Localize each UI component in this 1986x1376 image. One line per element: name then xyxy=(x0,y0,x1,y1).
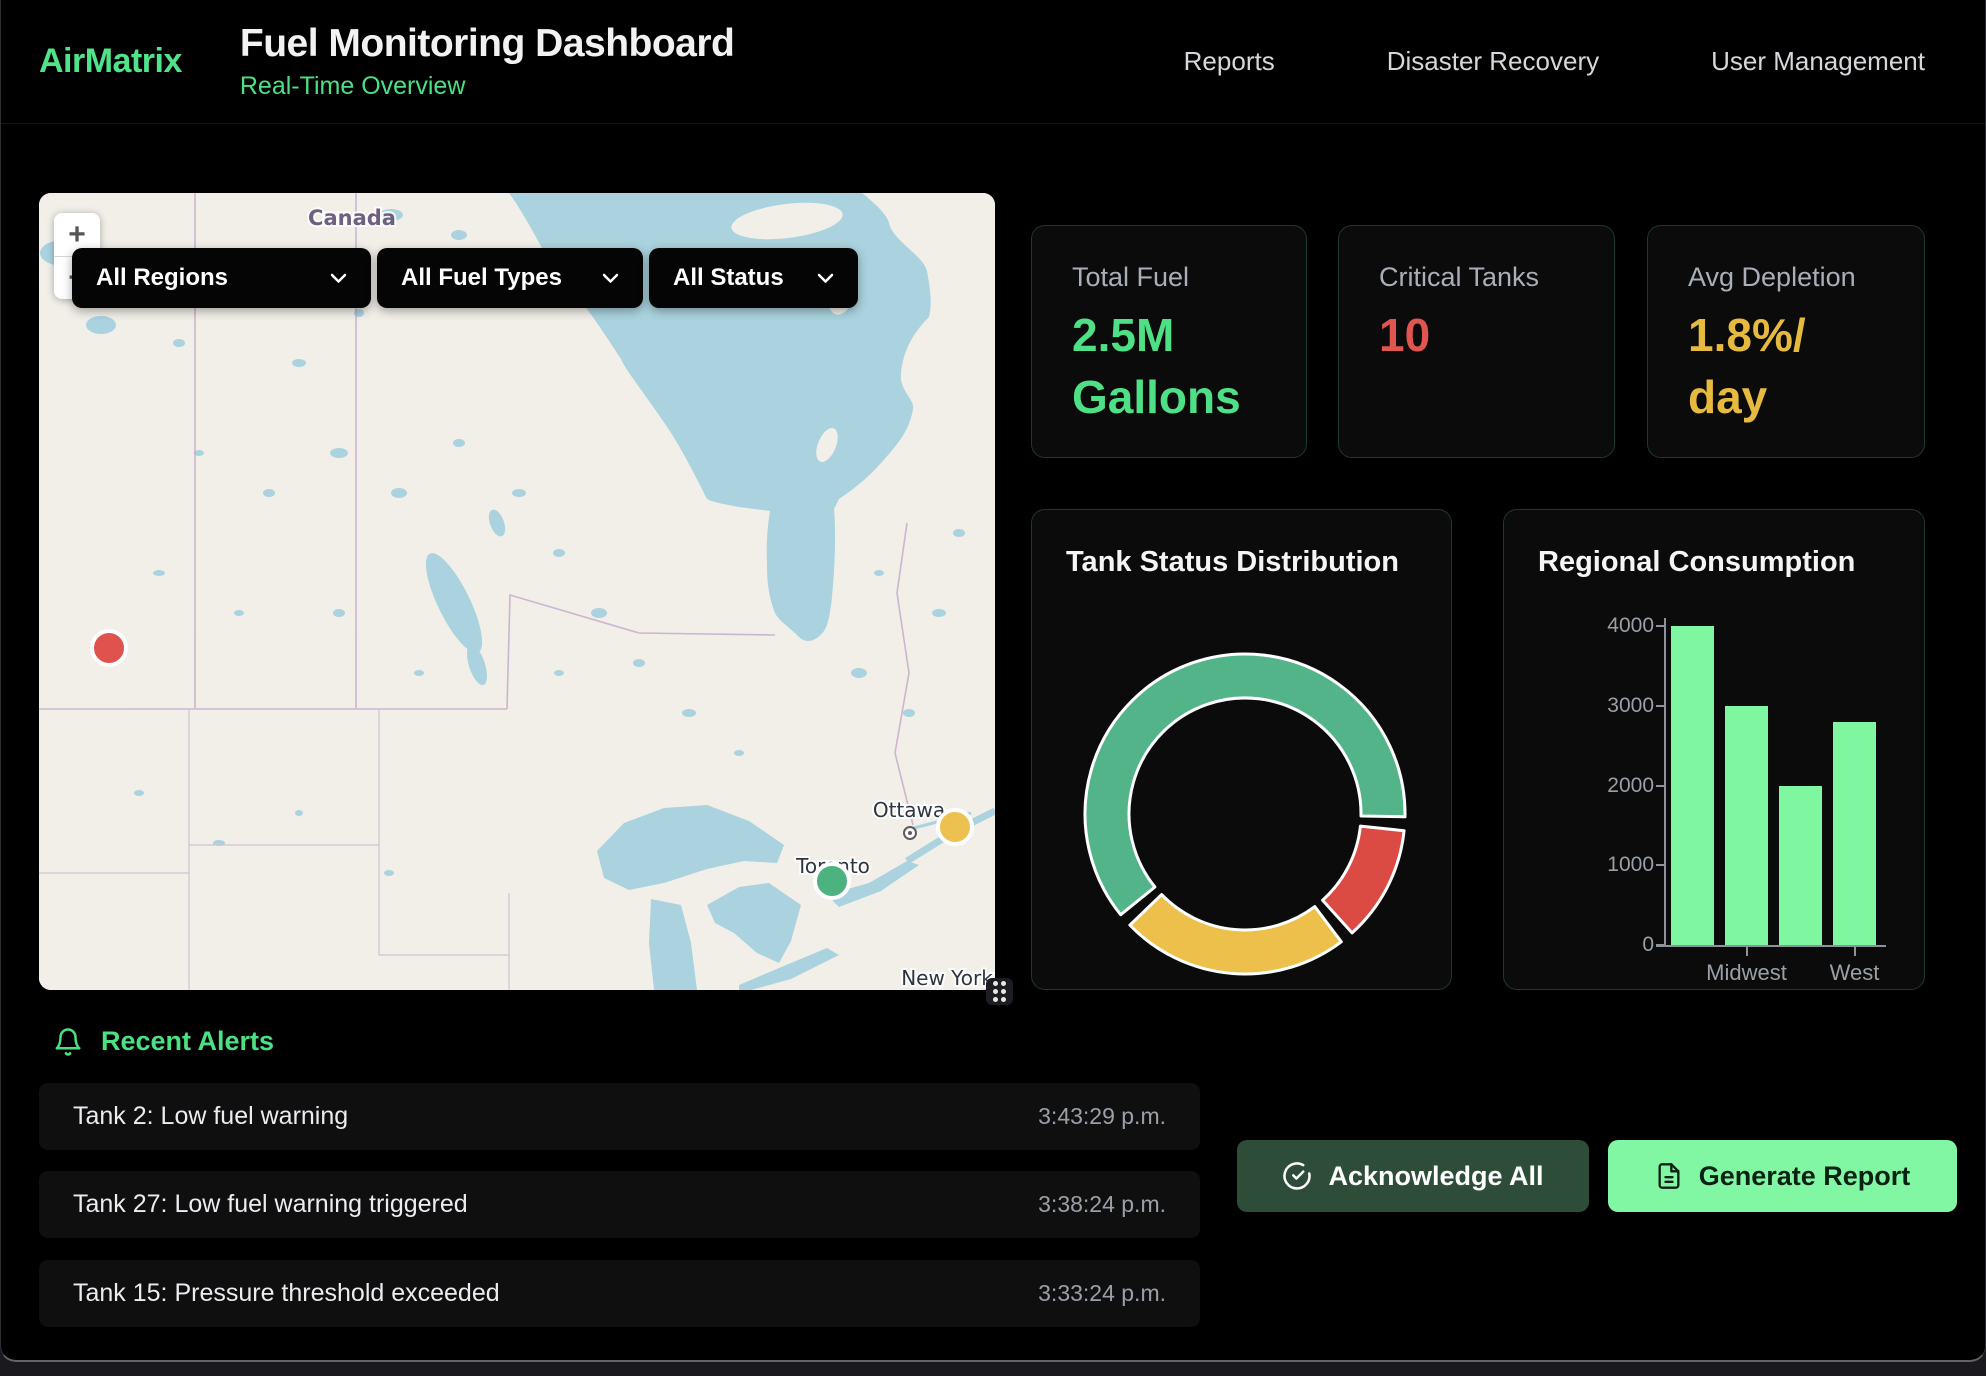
alert-message: Tank 2: Low fuel warning xyxy=(73,1102,348,1131)
acknowledge-all-button[interactable]: Acknowledge All xyxy=(1237,1140,1589,1212)
alert-message: Tank 27: Low fuel warning triggered xyxy=(73,1190,468,1219)
consumption-bar xyxy=(1833,722,1876,945)
map-filters: All Regions All Fuel Types All Status xyxy=(72,248,858,308)
tank-status-donut-chart xyxy=(1075,644,1415,984)
region-filter-value: All Regions xyxy=(96,264,228,292)
y-axis-tick-label: 1000 xyxy=(1584,853,1654,877)
status-filter-value: All Status xyxy=(673,264,784,292)
region-filter-select[interactable]: All Regions xyxy=(72,248,371,308)
chevron-down-icon xyxy=(602,273,619,284)
resize-grip-handle[interactable] xyxy=(986,978,1013,1005)
kpi-label: Total Fuel xyxy=(1072,262,1266,293)
y-axis-tick-label: 0 xyxy=(1584,933,1654,957)
donut-segment-critical xyxy=(1323,826,1405,933)
y-axis-tick xyxy=(1656,944,1665,946)
alert-row: Tank 27: Low fuel warning triggered 3:38… xyxy=(39,1171,1200,1238)
app-header: AirMatrix Fuel Monitoring Dashboard Real… xyxy=(1,0,1985,124)
consumption-bar xyxy=(1671,626,1714,945)
brand-logo: AirMatrix xyxy=(39,42,182,81)
generate-report-label: Generate Report xyxy=(1699,1161,1911,1192)
donut-segment-warning xyxy=(1130,895,1341,974)
kpi-critical-tanks: Critical Tanks 10 xyxy=(1338,225,1615,458)
map-canvas[interactable]: Canada Ottawa Toronto New York xyxy=(39,193,995,990)
tank-marker-normal[interactable] xyxy=(815,864,849,898)
kpi-avg-depletion: Avg Depletion 1.8%/day xyxy=(1647,225,1925,458)
nav-reports[interactable]: Reports xyxy=(1184,46,1275,77)
dashboard-window: AirMatrix Fuel Monitoring Dashboard Real… xyxy=(0,0,1986,1362)
alert-time: 3:33:24 p.m. xyxy=(1038,1280,1166,1307)
alert-message: Tank 15: Pressure threshold exceeded xyxy=(73,1279,500,1308)
y-axis-tick-label: 2000 xyxy=(1584,774,1654,798)
x-axis-tick-label: West xyxy=(1785,960,1925,986)
chevron-down-icon xyxy=(817,273,834,284)
tank-status-card: Tank Status Distribution xyxy=(1031,509,1452,990)
x-axis-tick xyxy=(1746,947,1748,956)
map-label-newyork: New York xyxy=(901,966,993,990)
nav-disaster-recovery[interactable]: Disaster Recovery xyxy=(1387,46,1599,77)
alert-row: Tank 2: Low fuel warning 3:43:29 p.m. xyxy=(39,1083,1200,1150)
consumption-bar xyxy=(1779,786,1822,946)
tank-status-title: Tank Status Distribution xyxy=(1066,546,1399,579)
page-title: Fuel Monitoring Dashboard xyxy=(240,22,734,66)
tank-marker-warning[interactable] xyxy=(938,810,972,844)
kpi-value: 2.5M Gallons xyxy=(1072,305,1266,428)
document-icon xyxy=(1655,1162,1683,1190)
kpi-value: 10 xyxy=(1379,305,1574,367)
map-label-country: Canada xyxy=(308,206,396,230)
page-title-block: Fuel Monitoring Dashboard Real-Time Over… xyxy=(240,22,734,101)
y-axis-tick-label: 4000 xyxy=(1584,614,1654,638)
fuel-type-filter-select[interactable]: All Fuel Types xyxy=(377,248,643,308)
alert-time: 3:38:24 p.m. xyxy=(1038,1191,1166,1218)
page-subtitle: Real-Time Overview xyxy=(240,72,734,101)
y-axis-tick xyxy=(1656,864,1665,866)
alert-time: 3:43:29 p.m. xyxy=(1038,1103,1166,1130)
alert-row: Tank 15: Pressure threshold exceeded 3:3… xyxy=(39,1260,1200,1327)
y-axis-tick xyxy=(1656,625,1665,627)
fuel-type-filter-value: All Fuel Types xyxy=(401,264,562,292)
map-label-ottawa: Ottawa xyxy=(873,798,945,822)
y-axis-tick xyxy=(1656,705,1665,707)
tank-marker-critical[interactable] xyxy=(92,631,126,665)
y-axis-tick-label: 3000 xyxy=(1584,694,1654,718)
recent-alerts-title: Recent Alerts xyxy=(101,1026,274,1057)
chevron-down-icon xyxy=(330,273,347,284)
regional-consumption-bar-chart: 01000200030004000MidwestWest xyxy=(1504,510,1926,991)
ottawa-town-icon-dot xyxy=(908,831,912,835)
y-axis-tick xyxy=(1656,785,1665,787)
nav-user-management[interactable]: User Management xyxy=(1711,46,1925,77)
kpi-value: 1.8%/day xyxy=(1688,305,1828,428)
generate-report-button[interactable]: Generate Report xyxy=(1608,1140,1957,1212)
status-filter-select[interactable]: All Status xyxy=(649,248,858,308)
acknowledge-all-label: Acknowledge All xyxy=(1328,1161,1543,1192)
regional-consumption-card: Regional Consumption 01000200030004000Mi… xyxy=(1503,509,1925,990)
kpi-total-fuel: Total Fuel 2.5M Gallons xyxy=(1031,225,1307,458)
bell-icon xyxy=(53,1027,83,1057)
recent-alerts-header: Recent Alerts xyxy=(53,1026,274,1057)
main-nav: Reports Disaster Recovery User Managemen… xyxy=(1184,46,1925,77)
map-panel[interactable]: Canada Ottawa Toronto New York + − All R… xyxy=(39,193,995,990)
kpi-label: Avg Depletion xyxy=(1688,262,1884,293)
consumption-bar xyxy=(1725,706,1768,945)
kpi-label: Critical Tanks xyxy=(1379,262,1574,293)
check-circle-icon xyxy=(1282,1161,1312,1191)
x-axis-tick xyxy=(1854,947,1856,956)
